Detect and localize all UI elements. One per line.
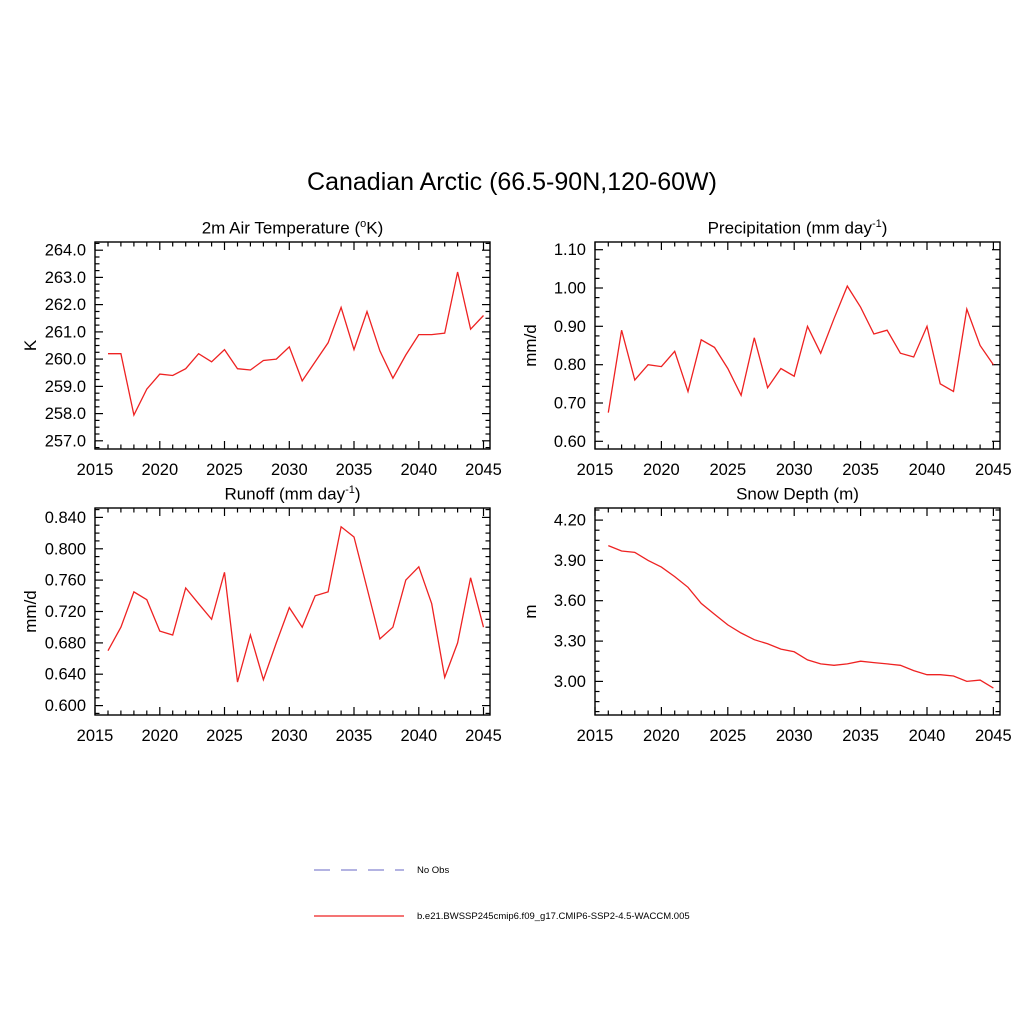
svg-text:264.0: 264.0 [45,242,86,260]
svg-text:2030: 2030 [271,461,308,479]
svg-text:263.0: 263.0 [45,269,86,287]
svg-text:0.720: 0.720 [45,603,86,621]
svg-text:2030: 2030 [776,461,813,479]
panel-title-pre: 2m Air Temperature ( [201,218,361,238]
model-run-line-icon [314,915,404,917]
svg-text:2025: 2025 [206,727,243,745]
svg-text:2025: 2025 [709,727,746,745]
panel-runoff: Runoff (mm day-1) 2015 2020 2025 2030 2035 20… [20,478,506,757]
svg-text:0.760: 0.760 [45,572,86,590]
svg-text:0.90: 0.90 [554,318,586,336]
legend-entry-model-run: b.e21.BWSSP245cmip6.f09_g17.CMIP6-SSP2-4… [313,910,690,922]
svg-text:3.30: 3.30 [554,633,586,651]
chart-precipitation: 2015 2020 2025 2030 2035 2040 2045 0.60 0.70 0.80… [521,241,1012,479]
svg-text:0.600: 0.600 [45,697,86,715]
svg-text:3.60: 3.60 [554,592,586,610]
panel-title-snow-depth: Snow Depth (m) [595,478,1000,504]
svg-text:m: m [521,604,540,618]
svg-text:2015: 2015 [577,727,614,745]
svg-text:0.640: 0.640 [45,666,86,684]
panel-title-post: ) [881,218,888,238]
svg-text:0.60: 0.60 [554,433,586,451]
svg-text:4.20: 4.20 [554,512,586,530]
svg-text:3.90: 3.90 [554,552,586,570]
svg-text:0.80: 0.80 [554,356,586,374]
svg-text:2030: 2030 [271,727,308,745]
chart-runoff: 2015 2020 2025 2030 2035 2040 2045 0.600 0.640 0.… [21,507,502,745]
svg-text:2030: 2030 [776,727,813,745]
svg-text:3.00: 3.00 [554,673,586,691]
svg-text:262.0: 262.0 [45,296,86,314]
svg-text:260.0: 260.0 [45,351,86,369]
panel-title-pre: Snow Depth (m) [736,484,859,504]
panel-title-precipitation: Precipitation (mm day-1) [595,212,1000,238]
svg-text:mm/d: mm/d [21,590,40,633]
legend-entry-no-obs: No Obs [313,864,449,876]
svg-text:2045: 2045 [465,461,502,479]
panel-title-runoff: Runoff (mm day-1) [95,478,490,504]
svg-text:261.0: 261.0 [45,323,86,341]
svg-text:2015: 2015 [77,727,114,745]
svg-text:2015: 2015 [77,461,114,479]
svg-text:2040: 2040 [909,461,946,479]
no-obs-dashed-line-icon [314,869,404,871]
svg-text:2025: 2025 [709,461,746,479]
svg-text:2025: 2025 [206,461,243,479]
svg-text:0.800: 0.800 [45,540,86,558]
svg-text:1.00: 1.00 [554,280,586,298]
panel-title-pre: Precipitation (mm day [707,218,872,238]
svg-text:2045: 2045 [975,727,1012,745]
panel-title-post: K) [366,218,384,238]
svg-text:2035: 2035 [842,727,879,745]
svg-text:258.0: 258.0 [45,405,86,423]
svg-text:2040: 2040 [400,461,437,479]
svg-text:1.10: 1.10 [554,241,586,259]
panel-snow-depth: Snow Depth (m) 2015 2020 2025 2030 2035 2040 2… [520,478,1016,757]
panel-title-sup: -1 [345,484,355,496]
svg-text:2020: 2020 [141,727,178,745]
svg-text:0.680: 0.680 [45,634,86,652]
chart-snow-depth: 2015 2020 2025 2030 2035 2040 2045 3.00 3.30 3.60… [521,507,1012,745]
panel-precipitation: Precipitation (mm day-1) 2015 2020 2025 203… [520,212,1016,491]
svg-text:mm/d: mm/d [521,324,540,367]
panel-title-post: ) [354,484,361,504]
legend-label-model-run: b.e21.BWSSP245cmip6.f09_g17.CMIP6-SSP2-4… [417,910,690,922]
panel-title-sup: o [360,218,367,230]
panel-title-sup: -1 [871,218,882,230]
svg-text:2045: 2045 [975,461,1012,479]
svg-text:2035: 2035 [842,461,879,479]
svg-text:2040: 2040 [909,727,946,745]
svg-text:2020: 2020 [141,461,178,479]
figure-title: Canadian Arctic (66.5-90N,120-60W) [307,168,717,196]
svg-text:0.840: 0.840 [45,509,86,527]
svg-text:2015: 2015 [577,461,614,479]
chart-air-temperature: 2015 2020 2025 2030 2035 2040 2045 257.0 258.0 25… [21,241,502,479]
svg-text:257.0: 257.0 [45,432,86,450]
svg-text:2040: 2040 [400,727,437,745]
svg-text:2020: 2020 [643,461,680,479]
legend-label-no-obs: No Obs [417,864,450,876]
panel-title-pre: Runoff (mm day [224,484,346,504]
panel-air-temperature: 2m Air Temperature (oK) 2015 2020 2025 2030… [20,212,506,491]
svg-text:2035: 2035 [336,727,373,745]
svg-text:K: K [21,339,40,351]
svg-text:2045: 2045 [465,727,502,745]
panel-title-air-temperature: 2m Air Temperature (oK) [95,212,490,238]
svg-text:0.70: 0.70 [554,395,586,413]
svg-text:2035: 2035 [336,461,373,479]
svg-text:259.0: 259.0 [45,378,86,396]
svg-text:2020: 2020 [643,727,680,745]
